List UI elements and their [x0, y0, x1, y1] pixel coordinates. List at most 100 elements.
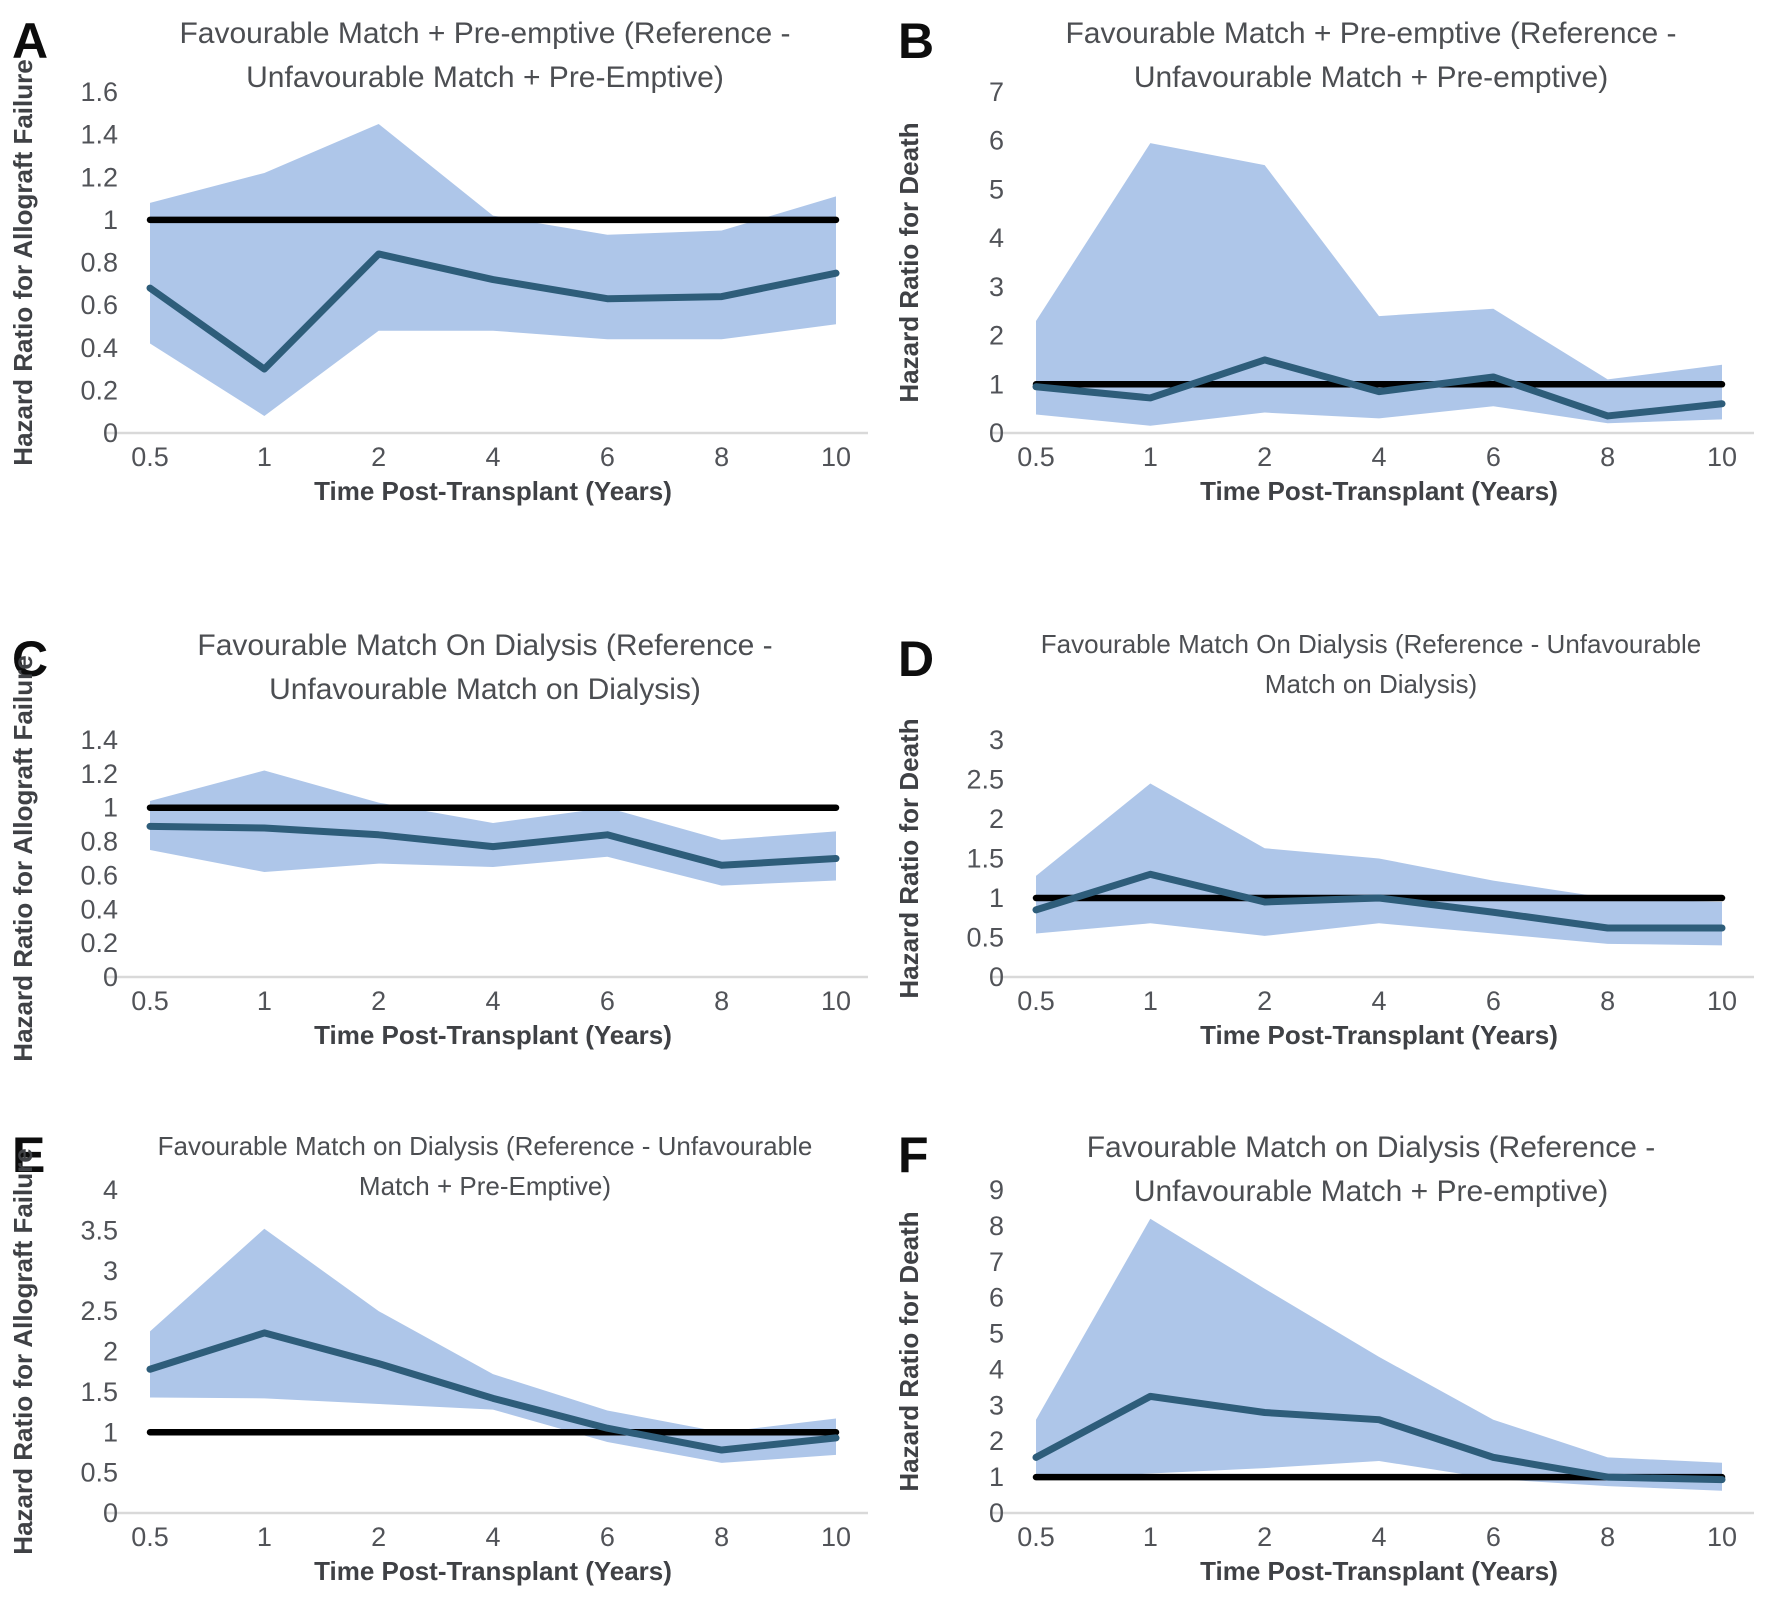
y-tick-label: 3 [989, 272, 1004, 302]
y-tick-label: 0 [103, 962, 118, 992]
y-tick-label: 1 [103, 1417, 118, 1447]
x-tick-label: 4 [1371, 442, 1386, 472]
x-tick-label: 1 [257, 442, 272, 472]
chart-title-line: Match on Dialysis) [1264, 669, 1478, 699]
y-tick-label: 4 [989, 1354, 1004, 1384]
x-tick-label: 1 [1143, 1522, 1158, 1552]
y-tick-label: 5 [989, 1319, 1004, 1349]
y-tick-label: 1 [103, 793, 118, 823]
chart-panel-a: A Favourable Match + Pre-emptive (Refere… [0, 0, 886, 536]
y-tick-label: 7 [989, 77, 1004, 107]
y-tick-label: 3 [103, 1256, 118, 1286]
y-tick-label: 0.8 [80, 827, 118, 857]
x-tick-label: 10 [1707, 986, 1737, 1016]
x-tick-label: 8 [1600, 986, 1615, 1016]
chart-title-line: Unfavourable Match + Pre-emptive) [1133, 1175, 1609, 1208]
chart-panel-e: E Favourable Match on Dialysis (Referenc… [0, 1072, 886, 1608]
y-axis-title: Hazard Ratio for Death [894, 122, 924, 402]
y-tick-label: 4 [103, 1175, 118, 1205]
y-tick-label: 1.5 [80, 1377, 118, 1407]
confidence-band [1036, 143, 1722, 426]
y-tick-label: 6 [989, 1283, 1004, 1313]
x-tick-label: 8 [714, 442, 729, 472]
panel-letter: A [12, 13, 49, 69]
y-tick-label: 1 [103, 205, 118, 235]
chart-panel-c: C Favourable Match On Dialysis (Referenc… [0, 536, 886, 1072]
x-tick-label: 2 [1257, 1522, 1272, 1552]
y-tick-label: 1.4 [80, 725, 118, 755]
x-tick-label: 10 [821, 442, 851, 472]
y-tick-label: 7 [989, 1247, 1004, 1277]
x-tick-label: 8 [1600, 1522, 1615, 1552]
confidence-band [150, 770, 836, 886]
y-tick-label: 0 [989, 418, 1004, 448]
hazard-ratio-line [146, 1329, 840, 1454]
y-tick-label: 2 [103, 1337, 118, 1367]
hazard-ratio-plot: 0 0.2 0.4 0.6 0.8 1 1.2 1.4 1.6 0.5 1 2 4 6 8 10 Hazard … [8, 59, 868, 506]
x-tick-label: 4 [1371, 986, 1386, 1016]
x-tick-label: 8 [714, 1522, 729, 1552]
y-tick-label: 0.5 [80, 1458, 118, 1488]
chart-title-line: Favourable Match on Dialysis (Reference … [157, 1131, 813, 1161]
chart-title-line: Favourable Match On Dialysis (Reference … [197, 629, 773, 662]
y-tick-label: 2 [989, 1426, 1004, 1456]
x-tick-label: 4 [485, 986, 500, 1016]
hazard-ratio-line [146, 250, 840, 373]
chart-title: Favourable Match on Dialysis (Reference … [1004, 1126, 1738, 1214]
y-tick-label: 1.4 [80, 120, 118, 150]
x-tick-label: 0.5 [131, 442, 169, 472]
chart-title-line: Favourable Match + Pre-emptive (Referenc… [179, 17, 791, 50]
y-tick-label: 1 [989, 369, 1004, 399]
x-tick-label: 10 [821, 1522, 851, 1552]
x-tick-label: 0.5 [1017, 1522, 1055, 1552]
y-tick-label: 0.6 [80, 860, 118, 890]
y-tick-label: 0.2 [80, 928, 118, 958]
panel-letter: C [12, 631, 49, 687]
y-tick-label: 3 [989, 725, 1004, 755]
x-axis-title: Time Post-Transplant (Years) [1200, 1020, 1558, 1050]
x-tick-label: 2 [371, 442, 386, 472]
x-axis-title: Time Post-Transplant (Years) [314, 476, 672, 506]
y-tick-label: 0.4 [80, 333, 118, 363]
x-tick-label: 4 [485, 442, 500, 472]
chart-title: Favourable Match on Dialysis (Reference … [118, 1126, 852, 1206]
x-tick-label: 0.5 [131, 986, 169, 1016]
x-tick-label: 6 [600, 1522, 615, 1552]
x-tick-label: 10 [821, 986, 851, 1016]
chart-panel-f: F Favourable Match on Dialysis (Referenc… [886, 1072, 1772, 1608]
hazard-ratio-plot: 0 0.5 1 1.5 2 2.5 3 3.5 4 0.5 1 2 4 6 8 10 Hazard Ratio … [8, 1148, 868, 1586]
x-tick-label: 6 [1486, 986, 1501, 1016]
y-tick-label: 3.5 [80, 1215, 118, 1245]
y-tick-label: 1 [989, 883, 1004, 913]
x-tick-label: 1 [1143, 986, 1158, 1016]
y-tick-label: 0 [989, 962, 1004, 992]
chart-title-line: Match + Pre-Emptive) [358, 1171, 612, 1201]
x-axis-title: Time Post-Transplant (Years) [1200, 476, 1558, 506]
hazard-ratio-line [1032, 870, 1726, 932]
x-tick-label: 1 [1143, 442, 1158, 472]
x-tick-label: 0.5 [131, 1522, 169, 1552]
hazard-ratio-plot: 0 1 2 3 4 5 6 7 8 9 0.5 1 2 4 6 8 10 Hazard Ratio for Dea… [894, 1175, 1754, 1586]
panel-letter: B [898, 13, 935, 69]
y-tick-label: 0.2 [80, 375, 118, 405]
x-tick-label: 8 [1600, 442, 1615, 472]
y-tick-label: 0.4 [80, 894, 118, 924]
x-tick-label: 0.5 [1017, 986, 1055, 1016]
y-tick-label: 0 [103, 1498, 118, 1528]
chart-title-line: Unfavourable Match on Dialysis) [269, 673, 701, 706]
y-axis-title: Hazard Ratio for Death [894, 718, 924, 998]
hazard-ratio-line [146, 822, 840, 869]
y-tick-label: 6 [989, 126, 1004, 156]
chart-title-line: Favourable Match on Dialysis (Reference … [1086, 1131, 1656, 1164]
x-tick-label: 4 [1371, 1522, 1386, 1552]
y-tick-label: 2 [989, 804, 1004, 834]
y-axis-title: Hazard Ratio for Allograft Failure [8, 1148, 38, 1554]
y-axis-title: Hazard Ratio for Death [894, 1211, 924, 1491]
chart-title-line: Unfavourable Match + Pre-Emptive) [246, 61, 724, 94]
chart-title: Favourable Match + Pre-emptive (Referenc… [118, 12, 852, 100]
chart-title: Favourable Match On Dialysis (Reference … [118, 624, 852, 712]
x-tick-label: 6 [1486, 442, 1501, 472]
chart-title: Favourable Match + Pre-emptive (Referenc… [1004, 12, 1738, 100]
hazard-ratio-plot: 0 1 2 3 4 5 6 7 0.5 1 2 4 6 8 10 Hazard Ratio for Death… [894, 77, 1754, 506]
